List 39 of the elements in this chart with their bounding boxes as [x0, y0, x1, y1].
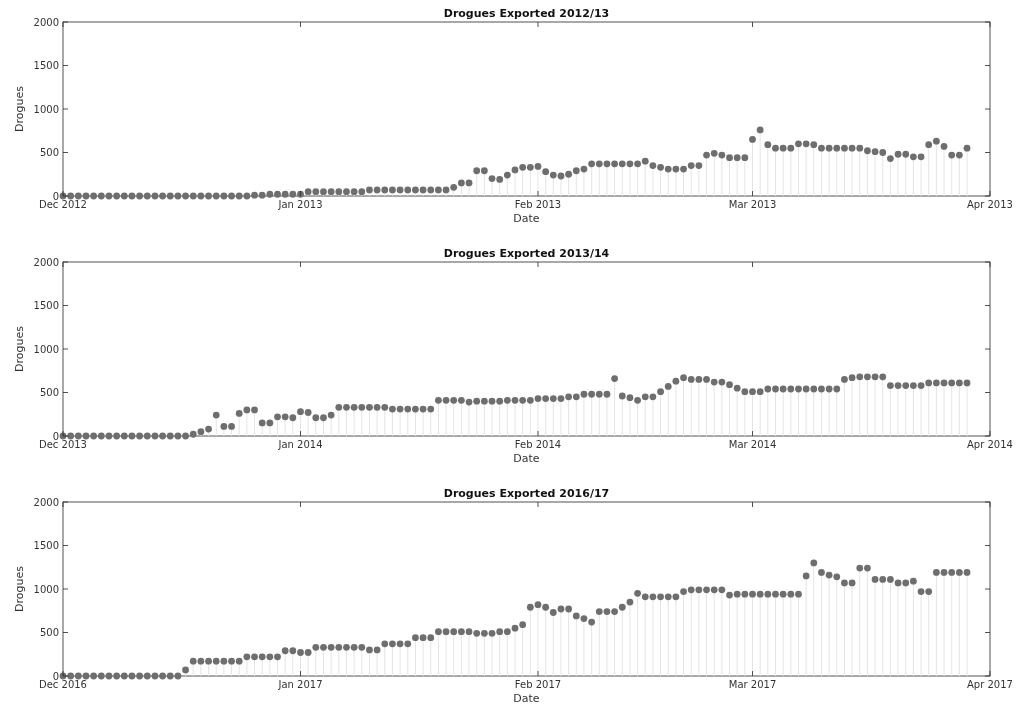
x-tick-label: Apr 2017: [967, 679, 1013, 690]
x-tick-label: Dec 2012: [39, 199, 87, 210]
y-tick-label: 2000: [33, 256, 59, 268]
x-axis-title: Date: [513, 212, 540, 225]
y-axis-title: Drogues: [13, 85, 26, 132]
y-tick-label: 1500: [33, 300, 59, 311]
y-tick-label: 500: [39, 387, 59, 398]
y-tick-label: 0: [52, 430, 59, 442]
x-tick-label: Feb 2017: [514, 679, 562, 690]
y-tick-label: 0: [52, 190, 59, 202]
x-tick-label: Jan 2013: [277, 199, 323, 210]
y-tick-label: 1000: [33, 583, 59, 595]
y-axis-title: Drogues: [13, 325, 26, 372]
y-tick-label: 0: [52, 670, 59, 682]
x-tick-label: Feb 2014: [514, 439, 562, 450]
x-tick-label: Mar 2013: [728, 199, 777, 210]
x-tick-label: Jan 2014: [277, 439, 323, 450]
x-tick-label: Apr 2014: [967, 439, 1013, 450]
y-tick-label: 1500: [33, 540, 59, 551]
y-tick-label: 1500: [33, 60, 59, 71]
chart-title: Drogues Exported 2012/13: [443, 7, 610, 20]
x-tick-label: Feb 2013: [514, 199, 562, 210]
x-tick-label: Mar 2017: [728, 679, 777, 690]
x-tick-label: Jan 2017: [277, 679, 323, 690]
x-tick-label: Mar 2014: [728, 439, 777, 450]
x-axis-title: Date: [513, 452, 540, 465]
chart-title: Drogues Exported 2016/17: [443, 487, 610, 500]
y-tick-label: 2000: [33, 496, 59, 508]
x-tick-label: Dec 2013: [39, 439, 87, 450]
chart-title: Drogues Exported 2013/14: [443, 247, 610, 260]
y-tick-label: 500: [39, 147, 59, 158]
y-tick-label: 1000: [33, 343, 59, 355]
x-tick-label: Apr 2013: [967, 199, 1013, 210]
y-tick-label: 2000: [33, 16, 59, 28]
x-axis-title: Date: [513, 692, 540, 705]
y-tick-label: 500: [39, 627, 59, 638]
y-axis-title: Drogues: [13, 565, 26, 612]
x-tick-label: Dec 2016: [39, 679, 87, 690]
y-tick-label: 1000: [33, 103, 59, 115]
